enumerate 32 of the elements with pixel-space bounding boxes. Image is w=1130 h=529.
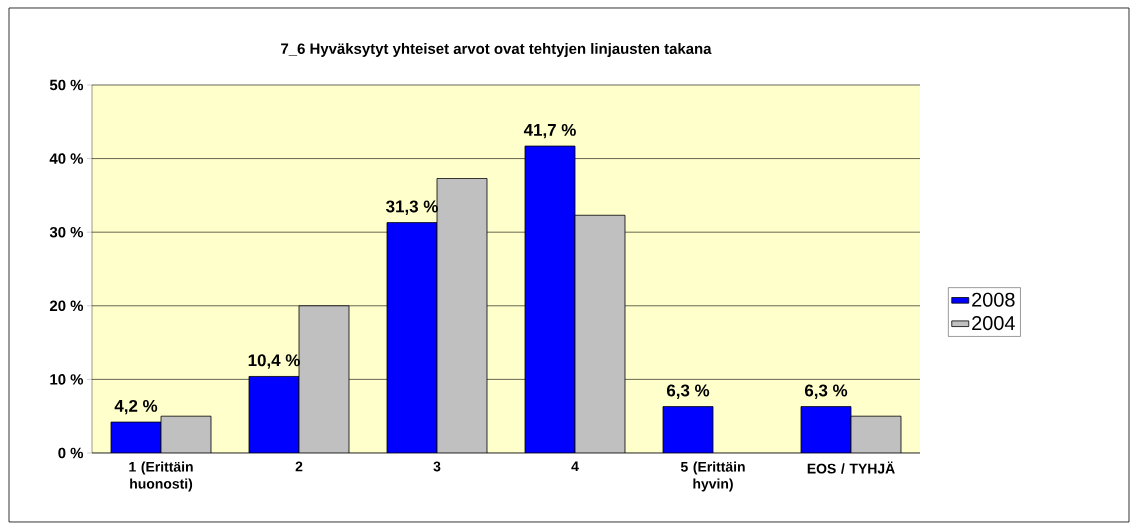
y-tick-label: 30 % (49, 226, 84, 238)
data-label: 41,7 % (523, 123, 576, 139)
y-tick-label: 20 % (49, 300, 84, 312)
data-label: 6,3 % (804, 384, 848, 399)
y-tick-label: 40 % (49, 153, 84, 164)
x-tick-label: 2 (295, 461, 303, 472)
y-tick-label: 10 % (50, 374, 84, 385)
bar (299, 305, 350, 453)
bar (800, 406, 852, 453)
bar (386, 222, 438, 453)
data-label: 4,2 % (114, 399, 158, 415)
x-tick-label: 5 (Erittäin hyvin) (680, 461, 745, 492)
x-tick-label: 3 (433, 461, 441, 472)
bar (524, 145, 576, 453)
bar (249, 376, 300, 453)
data-label: 6,3 % (666, 384, 710, 399)
bar (574, 214, 626, 453)
x-tick-label: EOS / TYHJÄ (807, 461, 895, 474)
bar (662, 406, 714, 453)
bar (850, 415, 902, 453)
legend-label: 2004 (972, 316, 1015, 331)
bar (110, 421, 162, 453)
data-label: 31,3 % (386, 200, 438, 215)
y-tick-label: 0 % (58, 447, 84, 459)
y-tick-label: 50 % (49, 79, 84, 91)
legend-label: 2008 (972, 292, 1015, 307)
x-tick-label: 1 (Erittäin huonosti) (129, 461, 193, 492)
bar (160, 415, 212, 453)
chart-title: 7_6 Hyväksytyt yhteiset arvot ovat tehtyjen linjausten takana (281, 43, 712, 57)
bar (436, 178, 488, 453)
data-label: 10,4 % (248, 354, 300, 369)
x-tick-label: 4 (571, 461, 579, 472)
